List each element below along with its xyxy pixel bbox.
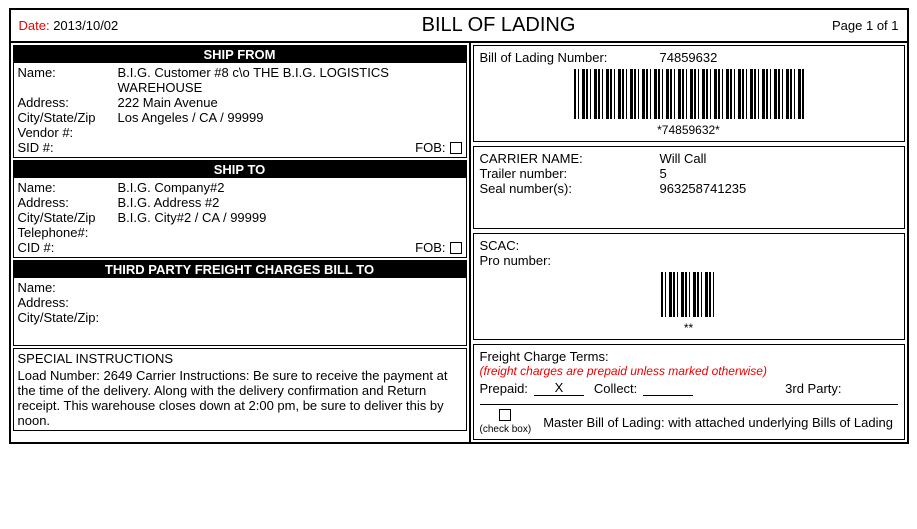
third-party-address-value bbox=[118, 295, 462, 310]
bol-number-panel: Bill of Lading Number: 74859632 *7485963… bbox=[473, 45, 905, 142]
instructions-text: Load Number: 2649 Carrier Instructions: … bbox=[18, 368, 462, 428]
ship-from-vendor-label: Vendor #: bbox=[18, 125, 118, 140]
third-party-csz-value bbox=[118, 310, 462, 325]
third-party-label: 3rd Party: bbox=[785, 381, 841, 396]
document-body: SHIP FROM Name:B.I.G. Customer #8 c\o TH… bbox=[11, 41, 907, 442]
ship-to-cid-label: CID #: bbox=[18, 240, 118, 255]
third-party-csz-label: City/State/Zip: bbox=[18, 310, 118, 325]
ship-to-tel-label: Telephone#: bbox=[18, 225, 118, 240]
trailer-number-value: 5 bbox=[660, 166, 898, 181]
carrier-name-label: CARRIER NAME: bbox=[480, 151, 660, 166]
bol-barcode-icon bbox=[574, 69, 804, 119]
ship-from-name-label: Name: bbox=[18, 65, 118, 95]
trailer-number-label: Trailer number: bbox=[480, 166, 660, 181]
page-indicator: Page 1 of 1 bbox=[779, 18, 899, 33]
date-label: Date: bbox=[19, 18, 50, 33]
seal-number-label: Seal number(s): bbox=[480, 181, 660, 196]
document-header: Date: 2013/10/02 BILL OF LADING Page 1 o… bbox=[11, 10, 907, 41]
freight-terms-note: (freight charges are prepaid unless mark… bbox=[480, 364, 898, 378]
ship-from-fob-label: FOB: bbox=[415, 140, 445, 155]
ship-to-fob-checkbox[interactable] bbox=[450, 242, 462, 254]
third-party-heading: THIRD PARTY FREIGHT CHARGES BILL TO bbox=[14, 261, 466, 278]
scac-value bbox=[660, 238, 898, 253]
ship-to-name-label: Name: bbox=[18, 180, 118, 195]
date-field: Date: 2013/10/02 bbox=[19, 18, 219, 33]
collect-value bbox=[643, 395, 693, 396]
ship-to-fob-label: FOB: bbox=[415, 240, 445, 255]
master-bol-text: Master Bill of Lading: with attached und… bbox=[543, 415, 893, 430]
left-column: SHIP FROM Name:B.I.G. Customer #8 c\o TH… bbox=[11, 41, 471, 442]
carrier-panel: CARRIER NAME:Will Call Trailer number:5 … bbox=[473, 146, 905, 229]
ship-from-vendor-value bbox=[118, 125, 462, 140]
freight-terms-heading: Freight Charge Terms: bbox=[480, 349, 898, 364]
ship-to-panel: SHIP TO Name:B.I.G. Company#2 Address:B.… bbox=[13, 160, 467, 258]
ship-to-name-value: B.I.G. Company#2 bbox=[118, 180, 462, 195]
ship-to-cid-value bbox=[118, 240, 416, 255]
prepaid-label: Prepaid: bbox=[480, 381, 528, 396]
ship-from-csz-value: Los Angeles / CA / 99999 bbox=[118, 110, 462, 125]
ship-from-fob-checkbox[interactable] bbox=[450, 142, 462, 154]
checkbox-caption: (check box) bbox=[480, 424, 532, 435]
ship-from-heading: SHIP FROM bbox=[14, 46, 466, 63]
pro-barcode-icon bbox=[661, 272, 716, 317]
ship-to-address-value: B.I.G. Address #2 bbox=[118, 195, 462, 210]
collect-label: Collect: bbox=[594, 381, 637, 396]
prepaid-value: X bbox=[534, 380, 584, 396]
third-party-name-label: Name: bbox=[18, 280, 118, 295]
carrier-name-value: Will Call bbox=[660, 151, 898, 166]
scac-panel: SCAC: Pro number: ** bbox=[473, 233, 905, 340]
pro-number-label: Pro number: bbox=[480, 253, 660, 268]
master-bol-checkbox[interactable] bbox=[499, 409, 511, 421]
third-party-address-label: Address: bbox=[18, 295, 118, 310]
ship-from-csz-label: City/State/Zip bbox=[18, 110, 118, 125]
ship-to-address-label: Address: bbox=[18, 195, 118, 210]
bol-number-value: 74859632 bbox=[660, 50, 898, 65]
ship-from-address-value: 222 Main Avenue bbox=[118, 95, 462, 110]
instructions-heading: SPECIAL INSTRUCTIONS bbox=[18, 351, 462, 366]
ship-from-sid-value bbox=[118, 140, 416, 155]
bill-of-lading-document: Date: 2013/10/02 BILL OF LADING Page 1 o… bbox=[9, 8, 909, 444]
third-party-panel: THIRD PARTY FREIGHT CHARGES BILL TO Name… bbox=[13, 260, 467, 346]
ship-from-address-label: Address: bbox=[18, 95, 118, 110]
right-column: Bill of Lading Number: 74859632 *7485963… bbox=[471, 41, 907, 442]
instructions-panel: SPECIAL INSTRUCTIONS Load Number: 2649 C… bbox=[13, 348, 467, 431]
third-party-name-value bbox=[118, 280, 462, 295]
freight-terms-panel: Freight Charge Terms: (freight charges a… bbox=[473, 344, 905, 440]
ship-from-name-value: B.I.G. Customer #8 c\o THE B.I.G. LOGIST… bbox=[118, 65, 462, 95]
pro-number-value bbox=[660, 253, 898, 268]
bol-number-label: Bill of Lading Number: bbox=[480, 50, 660, 65]
ship-to-heading: SHIP TO bbox=[14, 161, 466, 178]
ship-from-panel: SHIP FROM Name:B.I.G. Customer #8 c\o TH… bbox=[13, 45, 467, 158]
seal-number-value: 963258741235 bbox=[660, 181, 898, 196]
ship-to-tel-value bbox=[118, 225, 462, 240]
ship-to-csz-value: B.I.G. City#2 / CA / 99999 bbox=[118, 210, 462, 225]
bol-barcode-text: *74859632* bbox=[480, 123, 898, 137]
scac-label: SCAC: bbox=[480, 238, 660, 253]
ship-to-csz-label: City/State/Zip bbox=[18, 210, 118, 225]
date-value: 2013/10/02 bbox=[53, 18, 118, 33]
ship-from-sid-label: SID #: bbox=[18, 140, 118, 155]
document-title: BILL OF LADING bbox=[219, 14, 779, 37]
pro-barcode-text: ** bbox=[480, 321, 898, 335]
